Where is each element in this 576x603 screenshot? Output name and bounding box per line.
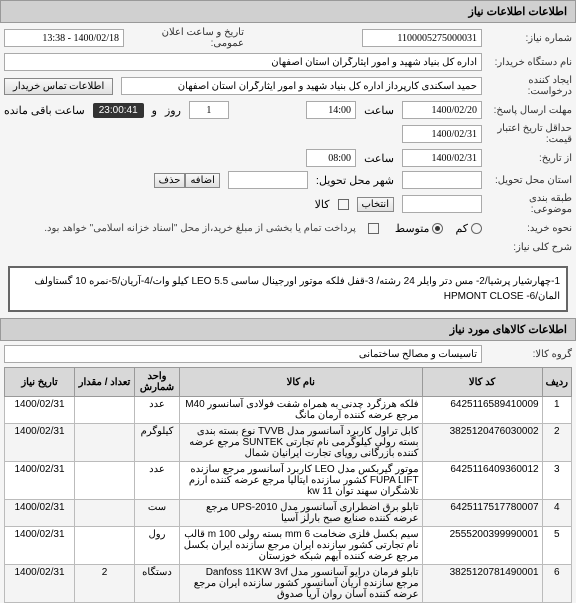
cell-name: کابل تراول کاربرد آسانسور مدل TVVB نوع ب… [180, 424, 423, 462]
buyer-org-input[interactable] [4, 53, 482, 71]
day-count-input[interactable] [189, 101, 229, 119]
buy-type-label: نحوه خرید: [482, 223, 572, 234]
type-label: طبقه بندی موضوعی: [482, 193, 572, 215]
cell-name: فلکه هرزگرد چدنی به همراه شفت فولادی آسا… [180, 397, 423, 424]
need-no-input[interactable] [362, 29, 482, 47]
items-header: اطلاعات کالاهای مورد نیاز [0, 318, 576, 341]
cell-unit: کیلوگرم [135, 424, 180, 462]
hour-label-2: ساعت [364, 152, 394, 165]
cell-unit: عدد [135, 397, 180, 424]
remaining-time: 23:00:41 [93, 103, 144, 118]
cell-qty [75, 424, 135, 462]
creator-label: ایجاد کننده درخواست: [482, 75, 572, 97]
deliver-from-label: از تاریخ: [482, 153, 572, 164]
contact-buyer-button[interactable]: اطلاعات تماس خریدار [4, 78, 113, 95]
cell-name: تابلو فرمان درایو آسانسور مدل Danfoss 11… [180, 565, 423, 603]
items-table: ردیف کد کالا نام کالا واحد شمارش تعداد /… [4, 367, 572, 603]
buy-type-low-label: کم [455, 222, 468, 235]
city-label: شهر محل تحویل: [316, 174, 394, 187]
day-label: روز [165, 104, 181, 117]
cell-qty [75, 527, 135, 565]
deadline-date-input[interactable] [402, 101, 482, 119]
cell-code: 3825120781490001 [422, 565, 542, 603]
buy-type-low-radio[interactable] [471, 223, 482, 234]
col-unit: واحد شمارش [135, 368, 180, 397]
cell-idx: 5 [542, 527, 571, 565]
cell-date: 1400/02/31 [5, 397, 75, 424]
table-row[interactable]: 23825120476030002کابل تراول کاربرد آسانس… [5, 424, 572, 462]
table-row[interactable]: 52555200399990001سیم بکسل فلزی ضخامت 6 m… [5, 527, 572, 565]
deadline-hour-input[interactable] [306, 101, 356, 119]
remain-label: ساعت باقی مانده [4, 104, 85, 117]
kala-label: کالا [315, 198, 330, 211]
cell-unit: دستگاه [135, 565, 180, 603]
add-button[interactable]: اضافه [185, 173, 219, 188]
desc-label: شرح کلی نیاز: [482, 242, 572, 253]
group-label: گروه کالا: [482, 349, 572, 360]
cell-idx: 2 [542, 424, 571, 462]
valid-label: حداقل تاریخ اعتبار قیمت: [482, 123, 572, 145]
and-label: و [152, 104, 157, 117]
col-code: کد کالا [422, 368, 542, 397]
buy-note: پرداخت تمام یا بخشی از مبلغ خرید،از محل … [40, 219, 360, 238]
cell-unit: ست [135, 500, 180, 527]
cell-date: 1400/02/31 [5, 565, 75, 603]
need-no-label: شماره نیاز: [482, 33, 572, 44]
treasury-checkbox[interactable] [368, 223, 379, 234]
cell-name: موتور گیربکس مدل LEO کاربرد آسانسور مرجع… [180, 462, 423, 500]
cell-idx: 4 [542, 500, 571, 527]
cell-idx: 1 [542, 397, 571, 424]
cell-date: 1400/02/31 [5, 500, 75, 527]
cell-name: تابلو برق اضطراری آسانسور مدل UPS-2010 م… [180, 500, 423, 527]
cell-qty [75, 500, 135, 527]
col-name: نام کالا [180, 368, 423, 397]
province-input[interactable] [402, 171, 482, 189]
cell-date: 1400/02/31 [5, 527, 75, 565]
section-header: اطلاعات اطلاعات نیاز [0, 0, 576, 23]
cell-code: 2555200399990001 [422, 527, 542, 565]
cell-idx: 3 [542, 462, 571, 500]
cell-code: 3825120476030002 [422, 424, 542, 462]
creator-input[interactable] [121, 77, 482, 95]
col-qty: تعداد / مقدار [75, 368, 135, 397]
cell-date: 1400/02/31 [5, 424, 75, 462]
select-button[interactable]: انتخاب [357, 197, 395, 212]
cell-code: 6425116589410009 [422, 397, 542, 424]
cell-code: 6425116409360012 [422, 462, 542, 500]
buy-type-mid-radio[interactable] [432, 223, 443, 234]
cell-unit: رول [135, 527, 180, 565]
cell-qty: 2 [75, 565, 135, 603]
table-row[interactable]: 46425117517780007تابلو برق اضطراری آسانس… [5, 500, 572, 527]
city-input[interactable] [228, 171, 308, 189]
cell-name: سیم بکسل فلزی ضخامت 6 mm بسته رولی 100 m… [180, 527, 423, 565]
table-row[interactable]: 63825120781490001تابلو فرمان درایو آسانس… [5, 565, 572, 603]
type-input[interactable] [402, 195, 482, 213]
delete-button[interactable]: حذف [154, 173, 186, 188]
cell-unit: عدد [135, 462, 180, 500]
cell-qty [75, 462, 135, 500]
table-row[interactable]: 16425116589410009فلکه هرزگرد چدنی به همر… [5, 397, 572, 424]
cell-idx: 6 [542, 565, 571, 603]
kala-checkbox[interactable] [338, 199, 349, 210]
place-label: استان محل تحویل: [482, 175, 572, 186]
hour-label: ساعت [364, 104, 394, 117]
table-row[interactable]: 36425116409360012موتور گیربکس مدل LEO کا… [5, 462, 572, 500]
valid-date-input[interactable] [402, 125, 482, 143]
group-input[interactable] [4, 345, 482, 363]
cell-date: 1400/02/31 [5, 462, 75, 500]
col-idx: ردیف [542, 368, 571, 397]
announce-label: تاریخ و ساعت اعلان عمومی: [124, 27, 244, 49]
cell-code: 6425117517780007 [422, 500, 542, 527]
deadline-label: مهلت ارسال پاسخ: [482, 105, 572, 116]
description-box: 1-چهارشیار پرشیا/2- مس دتر وایلر 24 رشته… [8, 266, 568, 312]
col-date: تاریخ نیاز [5, 368, 75, 397]
buy-type-mid-label: متوسط [395, 222, 430, 235]
deliver-date-input[interactable] [402, 149, 482, 167]
buyer-org-label: نام دستگاه خریدار: [482, 57, 572, 68]
deliver-hour-input[interactable] [306, 149, 356, 167]
announce-input[interactable] [4, 29, 124, 47]
cell-qty [75, 397, 135, 424]
